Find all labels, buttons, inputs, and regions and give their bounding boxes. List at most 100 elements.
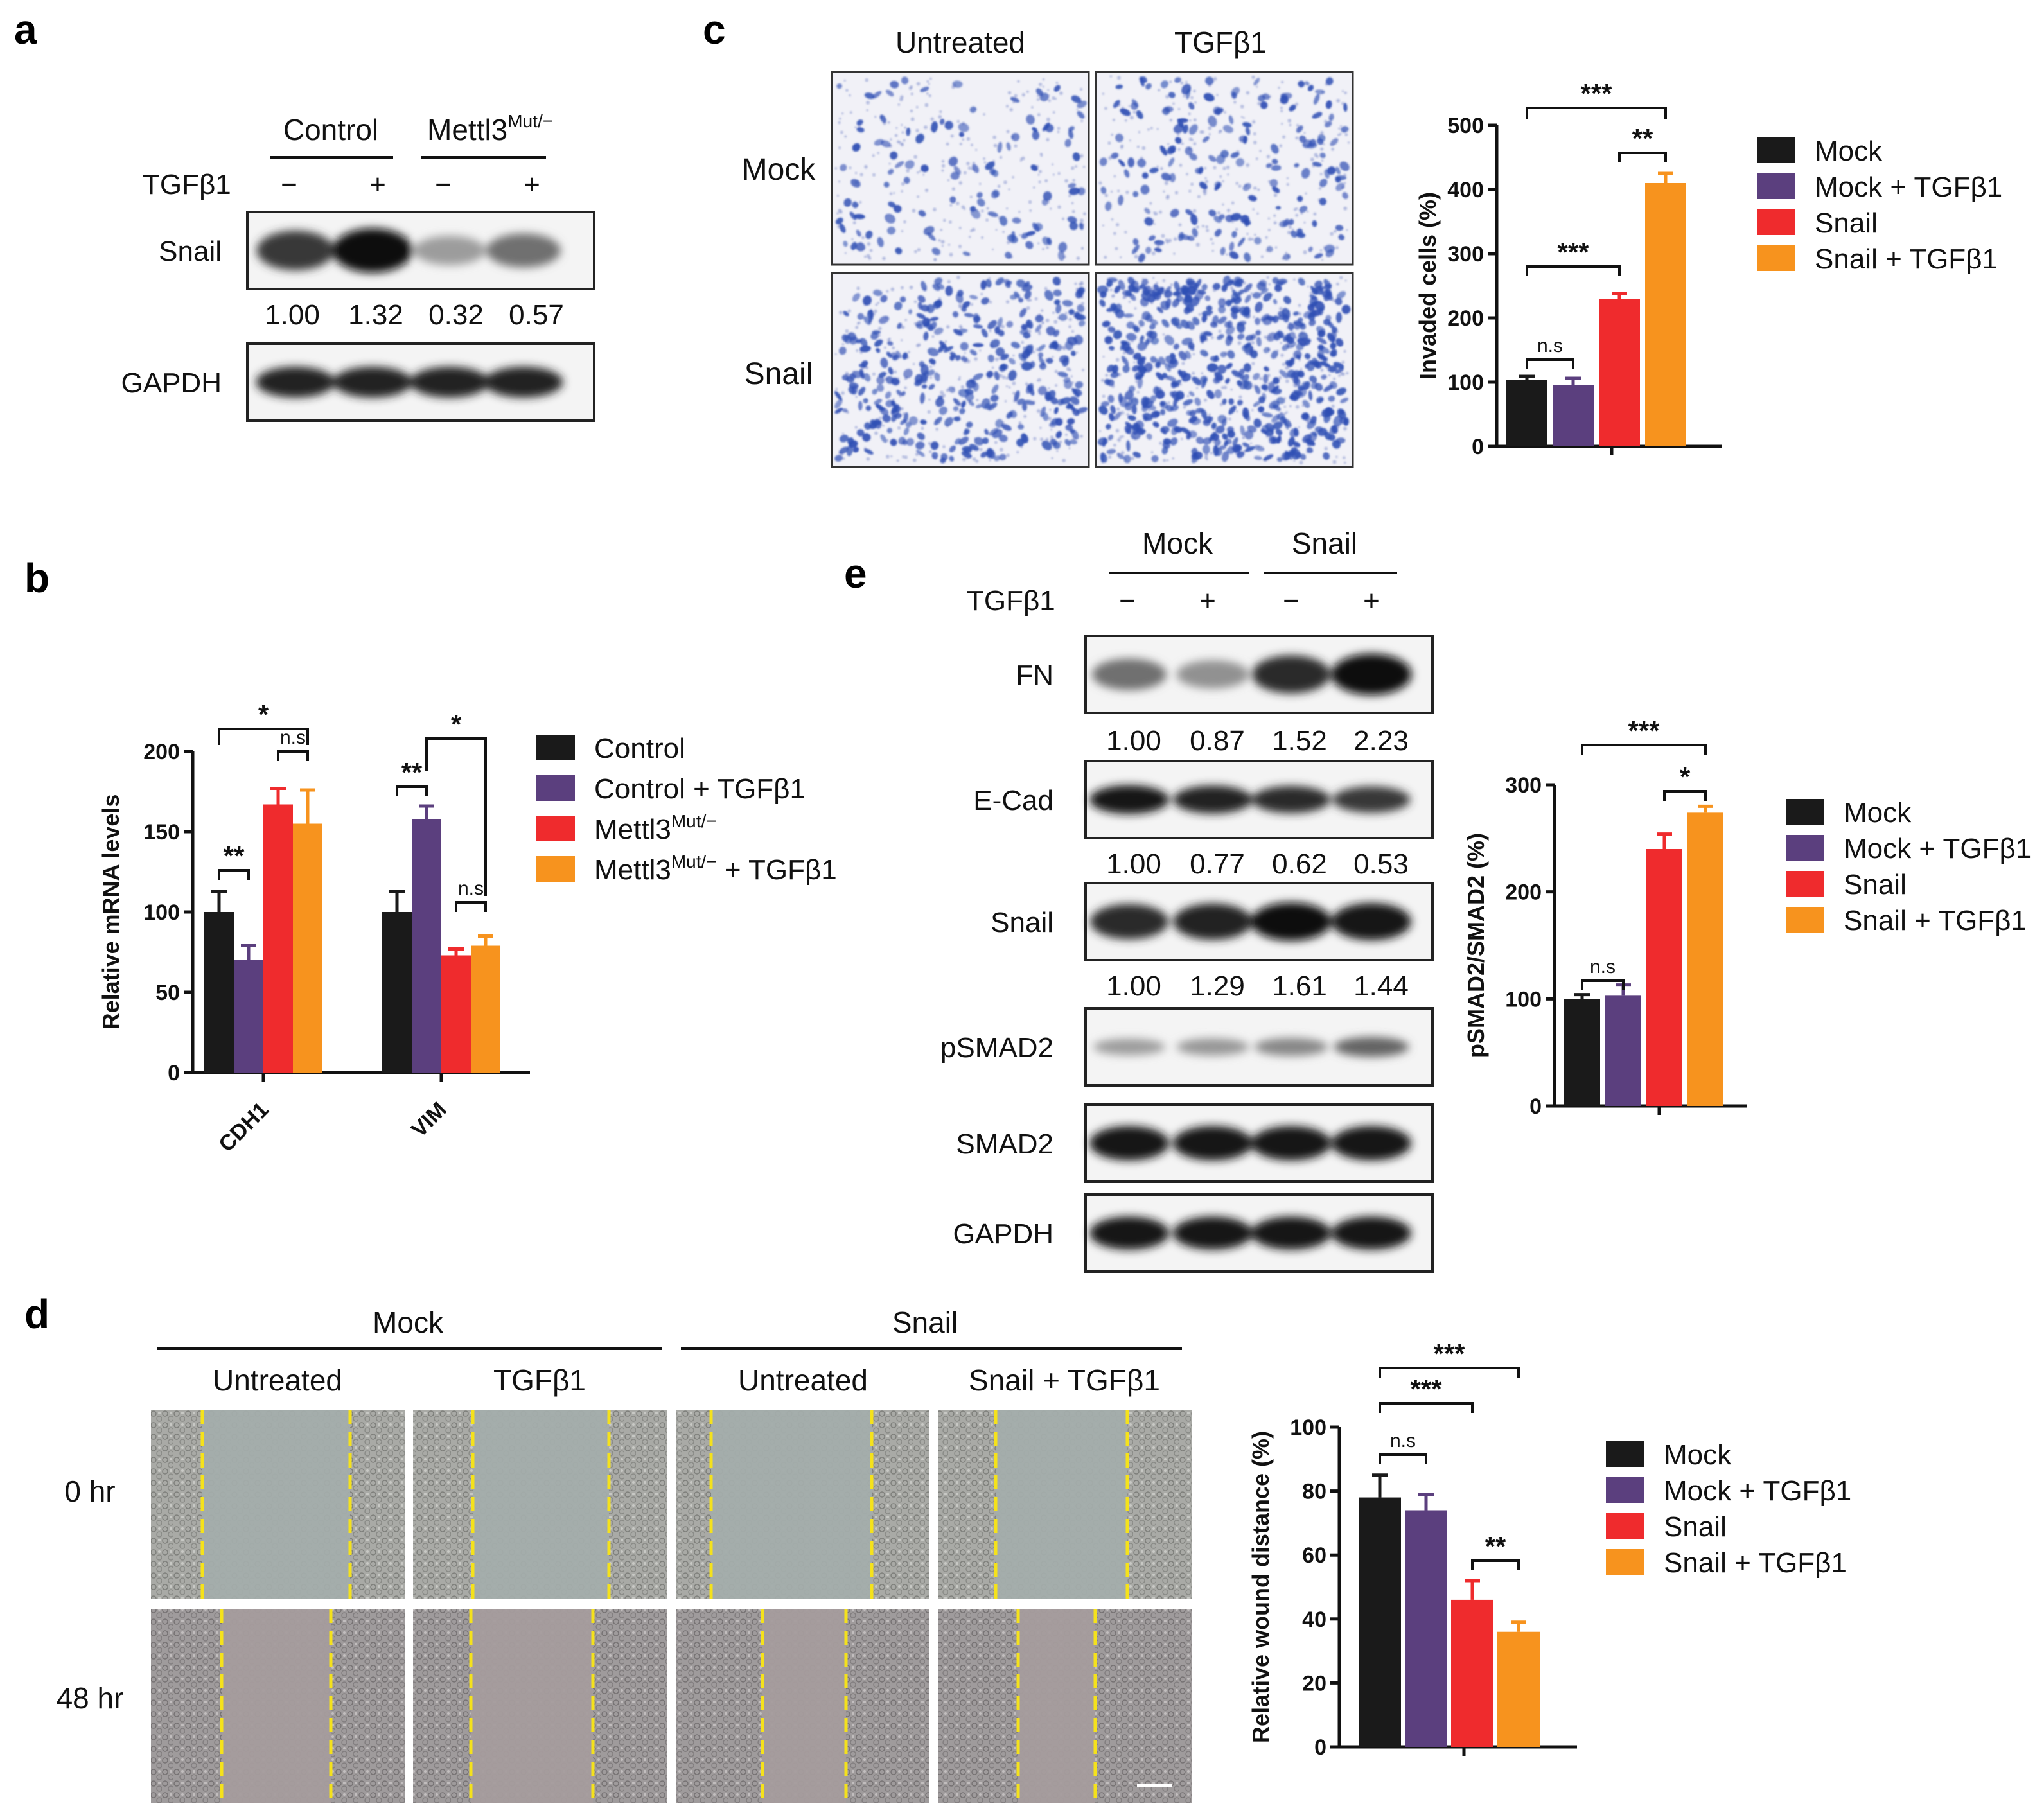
legend-label-3: Mettl3Mut/− (594, 811, 717, 845)
sig-bracket-1-label: *** (1628, 715, 1660, 746)
legend-label-1: Mock (1844, 797, 1912, 829)
blot-e-fn-band-4 (1331, 653, 1412, 696)
wound-image-r2-c1 (151, 1609, 405, 1803)
y-axis-label: Relative mRNA levels (98, 794, 124, 1030)
blot-gapdh-band-3 (410, 367, 489, 398)
sig-bracket-1 (1526, 107, 1667, 119)
legend-swatch-4 (1757, 245, 1795, 271)
blot-e-fn-band-1 (1092, 658, 1167, 690)
sig-bracket-1 (218, 728, 309, 745)
transwell-image-mock-tgfb1 (1095, 71, 1354, 266)
bar-series-4 (1687, 812, 1723, 1106)
y-tick-label: 400 (1447, 178, 1484, 202)
group-label-control: Control (283, 113, 378, 146)
y-tick-label: 200 (1447, 306, 1484, 331)
panel-b: b 0 50 100 150 200 Relative mRNA levels CDH1 VI… (24, 555, 837, 1157)
transwell-image-mock-untreated (831, 71, 1090, 266)
sig-bracket-2-label: *** (1410, 1374, 1442, 1404)
panel-letter-e: e (844, 550, 867, 597)
blot-gapdh (246, 342, 595, 422)
blot-e-fn-quant-2: 0.87 (1190, 725, 1245, 757)
blot-gapdh-band-2 (333, 367, 412, 398)
sig-bracket-3-label: ** (224, 841, 245, 871)
blot-e-smad2-band-3 (1251, 1126, 1331, 1161)
group-label-mock: Mock (1142, 527, 1213, 560)
treatment-label: TGFβ1 (143, 169, 231, 200)
blot-snail-band-1 (256, 231, 335, 270)
wound-image-r2-c4 (938, 1609, 1192, 1803)
sig-bracket-1-label: * (258, 699, 269, 730)
row-label-snail: Snail (744, 357, 813, 391)
blot-snail-band-4 (486, 233, 561, 268)
legend-label-4: Mettl3Mut/− + TGFβ1 (594, 852, 837, 886)
transwell-images (831, 71, 1354, 468)
blot-e-e-cad-band-3 (1252, 785, 1330, 814)
legend-swatch-4 (1606, 1549, 1644, 1575)
blot-e-fn-band-2 (1176, 660, 1249, 689)
treatment-sign-2: + (369, 169, 386, 200)
wound-image-r1-c4 (938, 1410, 1192, 1599)
blot-gapdh-band-4 (484, 367, 563, 398)
sig-bracket-3 (1581, 979, 1625, 990)
blot-e-gapdh (1084, 1193, 1434, 1273)
blot-e-psmad2 (1084, 1007, 1434, 1087)
blot-label-snail: Snail (991, 907, 1053, 938)
row-label-0hr: 0 hr (64, 1475, 115, 1508)
sig-bracket-5 (425, 737, 487, 896)
legend-label-2: Mock + TGFβ1 (1664, 1475, 1851, 1507)
sig-bracket-3 (218, 869, 250, 880)
blot-e-psmad2-band-1 (1093, 1039, 1165, 1055)
legend-label-4: Snail + TGFβ1 (1844, 905, 2027, 936)
y-axis-label: Relative wound distance (%) (1247, 1431, 1274, 1743)
bar-series-3 (1599, 299, 1640, 446)
blot-quantification-a: 1.00 1.32 0.32 0.57 (265, 299, 564, 331)
y-tick-label: 100 (1447, 371, 1484, 395)
bar-series-1 (1506, 380, 1547, 446)
bar-series-1 (1359, 1497, 1401, 1747)
y-tick-label: 0 (1314, 1735, 1326, 1760)
legend-swatch-2 (1757, 173, 1795, 199)
legend-label-3: Snail (1844, 869, 1907, 900)
bar-series-2 (1405, 1510, 1447, 1747)
y-tick-label: 40 (1302, 1608, 1326, 1632)
y-tick-label: 300 (1505, 773, 1542, 798)
x-tick-label-cdh1: CDH1 (214, 1098, 273, 1157)
bar-series-2 (1605, 995, 1641, 1106)
group-label-snail-d: Snail (892, 1306, 958, 1339)
bar-series-4 (1645, 183, 1686, 446)
blot-label-e-cad: E-Cad (973, 785, 1053, 816)
sig-bracket-1 (1379, 1367, 1520, 1378)
bar-vim-series-3 (441, 955, 471, 1073)
blot-e-fn-quant-1: 1.00 (1106, 725, 1161, 757)
panel-d: d Mock Snail Untreated TGFβ1 Untreated S… (24, 1291, 1851, 1803)
blot-e-snail-band-4 (1332, 902, 1411, 941)
bar-cdh1-series-1 (204, 912, 234, 1073)
y-tick-label: 60 (1302, 1543, 1326, 1568)
blot-label-gapdh: GAPDH (953, 1218, 1053, 1250)
panel-e: e Mock Snail TGFβ1 − + − + FN 1.00 0.87 1.52 2.… (844, 527, 2031, 1273)
blot-e-smad2-band-4 (1332, 1126, 1411, 1161)
blot-e-fn-quant-4: 2.23 (1353, 725, 1409, 757)
bar-series-4 (1497, 1631, 1540, 1747)
bar-series-2 (1553, 385, 1594, 446)
sig-bracket-2 (1379, 1402, 1474, 1413)
sig-bracket-2-label: ** (1632, 123, 1653, 153)
sig-bracket-1 (1581, 744, 1707, 755)
blot-e-psmad2-band-4 (1334, 1037, 1409, 1057)
legend-swatch-1 (1786, 799, 1824, 825)
legend-label-2: Mock + TGFβ1 (1844, 833, 2031, 864)
blot-e-fn-band-3 (1252, 655, 1330, 694)
panel-letter-a: a (14, 6, 37, 53)
blot-e-snail-band-1 (1090, 904, 1168, 940)
treatment-sign-4: + (524, 169, 540, 200)
blot-e-snail-quant-1: 1.00 (1106, 970, 1161, 1002)
legend-swatch-1 (1606, 1441, 1644, 1467)
wound-image-r2-c2 (413, 1609, 667, 1803)
blot-e-e-cad-band-4 (1332, 786, 1411, 813)
y-tick-label: 80 (1302, 1480, 1326, 1504)
sig-bracket-2-label: n.s (280, 727, 306, 748)
group-label-mettl3: Mettl3Mut/− (427, 111, 553, 146)
sig-bracket-6 (455, 901, 487, 912)
y-tick-label: 100 (143, 900, 180, 925)
